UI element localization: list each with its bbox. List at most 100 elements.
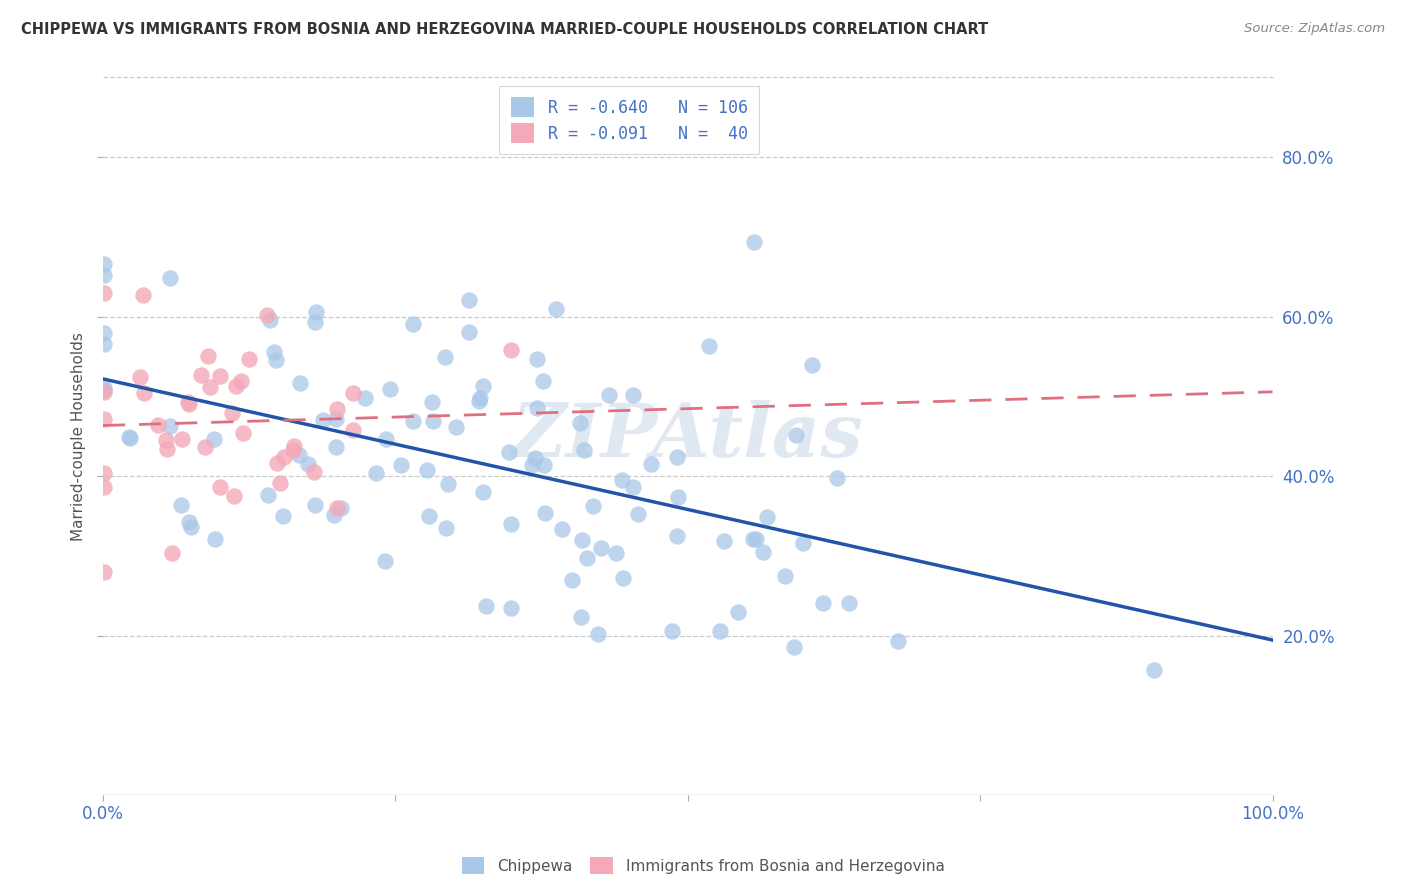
Point [434, 521, 457, 535]
Point [458, 293, 481, 307]
Point [342, 423, 364, 437]
Point [288, 448, 311, 462]
Point [744, 235, 766, 250]
Point [204, 432, 226, 446]
Text: ZIPAtlas: ZIPAtlas [512, 400, 863, 473]
Point [709, 624, 731, 638]
Point [561, 573, 583, 587]
Point [576, 551, 599, 566]
Text: CHIPPEWA VS IMMIGRANTS FROM BOSNIA AND HERZEGOVINA MARRIED-COUPLE HOUSEHOLDS COR: CHIPPEWA VS IMMIGRANTS FROM BOSNIA AND H… [21, 22, 988, 37]
Point [170, 432, 193, 446]
Point [665, 529, 688, 543]
Point [93, 286, 115, 301]
Point [225, 379, 247, 393]
Point [416, 463, 439, 477]
Point [785, 428, 807, 442]
Point [533, 375, 555, 389]
Point [256, 308, 278, 322]
Point [194, 440, 217, 454]
Point [887, 634, 910, 648]
Point [229, 374, 252, 388]
Point [524, 450, 547, 465]
Point [93, 257, 115, 271]
Point [444, 420, 467, 434]
Point [238, 352, 260, 367]
Point [586, 627, 609, 641]
Point [520, 458, 543, 472]
Point [792, 536, 814, 550]
Point [266, 456, 288, 470]
Point [713, 534, 735, 549]
Point [640, 458, 662, 472]
Point [526, 351, 548, 366]
Point [389, 458, 412, 472]
Point [499, 343, 522, 357]
Point [93, 380, 115, 394]
Point [612, 571, 634, 585]
Point [499, 517, 522, 532]
Point [526, 401, 548, 416]
Point [374, 554, 396, 568]
Point [342, 386, 364, 401]
Point [259, 313, 281, 327]
Point [546, 301, 568, 316]
Point [146, 417, 169, 432]
Point [93, 412, 115, 426]
Point [626, 507, 648, 521]
Point [1143, 663, 1166, 677]
Point [221, 406, 243, 420]
Point [374, 432, 396, 446]
Point [697, 339, 720, 353]
Point [551, 522, 574, 536]
Point [378, 382, 401, 396]
Point [177, 515, 200, 529]
Point [156, 442, 179, 457]
Point [176, 394, 198, 409]
Point [621, 388, 644, 402]
Point [591, 541, 613, 555]
Point [498, 445, 520, 459]
Point [364, 466, 387, 480]
Point [825, 471, 848, 485]
Point [159, 418, 181, 433]
Legend: R = -0.640   N = 106, R = -0.091   N =  40: R = -0.640 N = 106, R = -0.091 N = 40 [499, 86, 759, 154]
Point [93, 326, 115, 340]
Point [752, 544, 775, 558]
Point [755, 510, 778, 524]
Point [304, 315, 326, 329]
Point [665, 450, 688, 464]
Point [468, 391, 491, 405]
Point [93, 480, 115, 494]
Legend: Chippewa, Immigrants from Bosnia and Herzegovina: Chippewa, Immigrants from Bosnia and Her… [456, 851, 950, 880]
Point [605, 545, 627, 559]
Point [326, 501, 349, 516]
Point [325, 440, 347, 454]
Point [273, 450, 295, 464]
Point [197, 349, 219, 363]
Point [305, 305, 328, 319]
Point [190, 368, 212, 383]
Point [271, 509, 294, 524]
Point [401, 318, 423, 332]
Point [572, 442, 595, 457]
Point [323, 508, 346, 522]
Point [569, 609, 592, 624]
Point [232, 426, 254, 441]
Point [128, 369, 150, 384]
Point [304, 498, 326, 512]
Point [325, 412, 347, 426]
Point [312, 412, 335, 426]
Point [118, 431, 141, 445]
Point [666, 490, 689, 504]
Point [155, 433, 177, 447]
Point [501, 600, 523, 615]
Point [208, 480, 231, 494]
Point [533, 458, 555, 472]
Point [582, 500, 605, 514]
Point [422, 414, 444, 428]
Point [302, 465, 325, 479]
Point [263, 344, 285, 359]
Point [402, 414, 425, 428]
Point [437, 477, 460, 491]
Point [326, 401, 349, 416]
